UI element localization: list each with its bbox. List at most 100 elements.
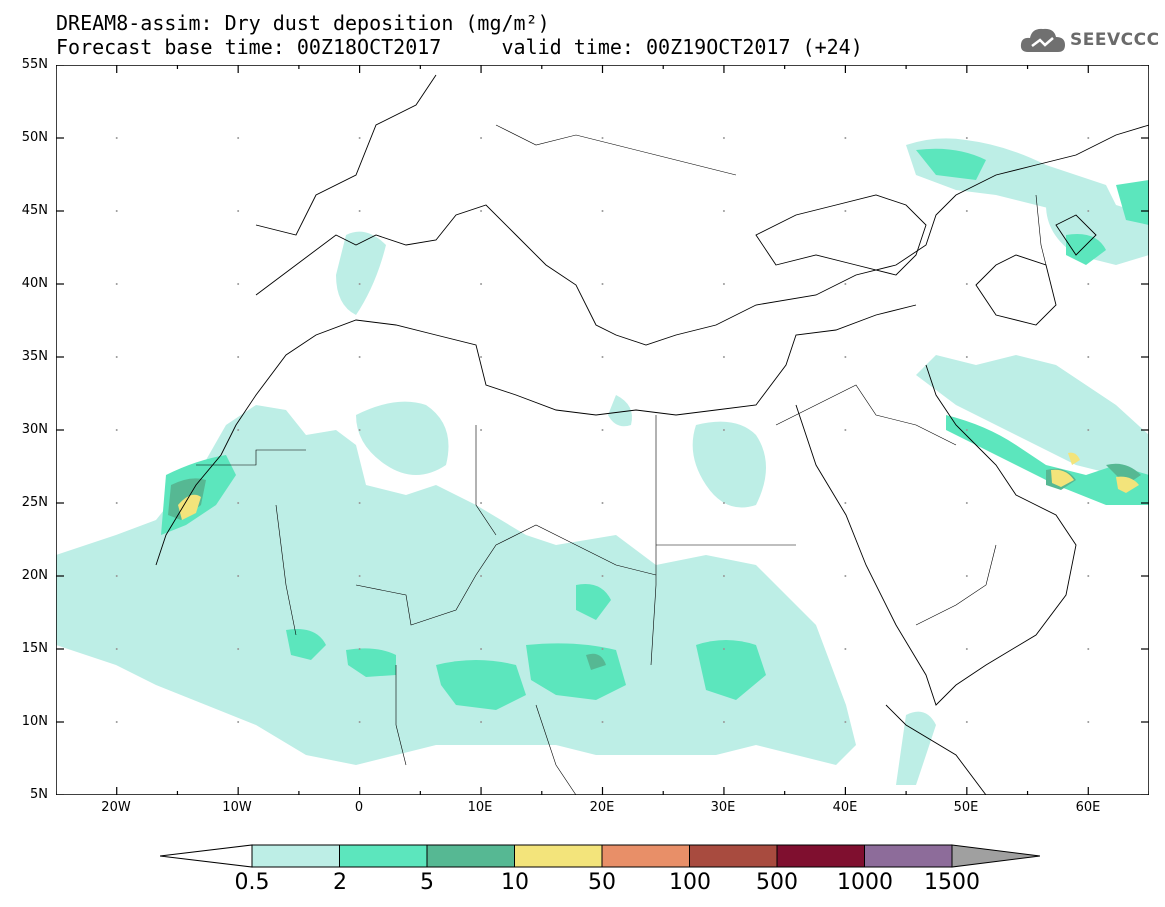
grid-dot [480,575,483,577]
grid-dot [1087,283,1090,285]
grid-dot [844,575,847,577]
grid-dot [237,356,240,358]
grid-dot [844,137,847,139]
colorbar-label: 0.5 [234,870,270,895]
colorbar-label: 10 [501,870,529,895]
grid-dot [722,283,725,285]
lon-label: 10W [222,800,252,815]
grid-dot [115,429,118,431]
grid-dot [601,648,604,650]
grid-dot [601,721,604,723]
grid-dot [237,210,240,212]
grid-dot [480,283,483,285]
grid-dot [115,356,118,358]
grid-dot [1087,210,1090,212]
grid-dot [844,283,847,285]
grid-dot [965,356,968,358]
colorbar-label: 500 [756,870,798,895]
grid-dot [965,502,968,504]
lat-label: 20N [21,568,48,583]
grid-dot [358,502,361,504]
colorbar-box [601,844,690,868]
lat-label: 50N [21,130,48,145]
grid-dot [601,502,604,504]
grid-dot [722,575,725,577]
lat-label: 55N [21,57,48,72]
colorbar-label: 5 [420,870,434,895]
grid-dot [965,648,968,650]
grid-dot [722,502,725,504]
colorbar-box [251,844,340,868]
grid-dot [358,137,361,139]
grid-dot [722,210,725,212]
grid-dot [115,575,118,577]
grid-dot [480,429,483,431]
map-subtitle-times: Forecast base time: 00Z18OCT2017 valid t… [56,35,863,59]
grid-dot [237,137,240,139]
colorbar-box [864,844,953,868]
deposition-layer-0-5 [56,138,1149,785]
grid-dot [1087,137,1090,139]
grid-dot [480,502,483,504]
lat-label: 5N [30,787,48,802]
colorbar-boxes [251,844,953,868]
grid-dot [480,648,483,650]
grid-dot [480,356,483,358]
grid-dot [480,210,483,212]
colorbar-box [426,844,515,868]
lon-label: 0 [354,800,364,815]
grid-dot [1087,429,1090,431]
grid-dot [965,210,968,212]
lon-label: 50E [953,800,979,815]
colorbar-min-arrow [160,844,253,868]
grid-dot [722,721,725,723]
lon-label: 10E [467,800,493,815]
grid-dot [722,137,725,139]
dust-deposition-map [56,65,1149,795]
grid-dot [844,429,847,431]
map-title: DREAM8-assim: Dry dust deposition (mg/m²… [56,11,550,35]
lat-label: 40N [21,276,48,291]
lon-label: 30E [710,800,736,815]
lat-label: 30N [21,422,48,437]
cloud-logo-icon [1020,28,1065,52]
grid-dot [237,502,240,504]
grid-dot [965,429,968,431]
lon-label: 60E [1075,800,1101,815]
colorbar-label: 1500 [924,870,980,895]
colorbar-label: 50 [588,870,616,895]
lon-label: 20E [589,800,615,815]
lat-label: 25N [21,495,48,510]
grid-dot [480,137,483,139]
colorbar-label: 1000 [837,870,893,895]
lon-label: 20W [101,800,131,815]
colorbar-box [776,844,865,868]
grid-dot [601,283,604,285]
lat-label: 15N [21,641,48,656]
grid-dot [358,429,361,431]
grid-dot [237,283,240,285]
grid-dot [965,137,968,139]
colorbar [160,844,1040,868]
deposition-layer-2 [161,148,1149,710]
grid-dot [358,648,361,650]
grid-dot [965,283,968,285]
logo-text: SEEVCCC [1070,30,1160,50]
grid-dot [1087,502,1090,504]
grid-dot [480,721,483,723]
grid-dots [115,137,1090,723]
grid-dot [358,575,361,577]
lon-label: 40E [832,800,858,815]
grid-dot [844,210,847,212]
grid-dot [844,648,847,650]
colorbar-box [514,844,603,868]
grid-dot [601,575,604,577]
grid-dot [358,721,361,723]
grid-dot [358,356,361,358]
grid-dot [722,356,725,358]
grid-dot [1087,575,1090,577]
grid-dot [965,721,968,723]
grid-dot [358,210,361,212]
axis-ticks [56,65,1149,795]
grid-dot [601,429,604,431]
